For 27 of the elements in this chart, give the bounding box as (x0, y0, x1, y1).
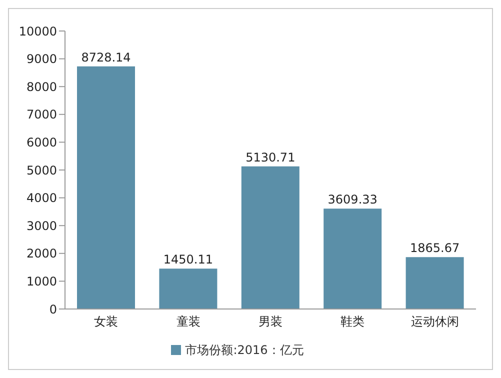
x-tick-label: 女装 (94, 314, 118, 329)
legend-label: 市场份额:2016：亿元 (185, 343, 304, 357)
y-tick-label: 5000 (26, 163, 57, 178)
y-tick-label: 4000 (26, 191, 57, 206)
y-tick-label: 8000 (26, 80, 57, 94)
bar (324, 208, 382, 309)
bar (77, 66, 135, 309)
bar (406, 257, 464, 309)
y-tick-label: 2000 (26, 246, 57, 261)
y-tick-label: 9000 (26, 52, 57, 66)
y-tick-label: 3000 (26, 218, 57, 233)
data-label: 1450.11 (163, 252, 214, 267)
y-tick-label: 1000 (26, 274, 57, 288)
data-label: 5130.71 (246, 150, 296, 164)
x-tick-label: 男装 (258, 314, 282, 329)
x-tick-label: 鞋类 (340, 314, 365, 329)
data-label: 3609.33 (328, 192, 378, 207)
bar (159, 268, 218, 309)
bar (241, 166, 300, 309)
data-label: 8728.14 (81, 50, 131, 64)
y-tick-label: 10000 (18, 24, 57, 38)
x-tick-label: 运动休闲 (410, 314, 459, 329)
y-tick-label: 0 (49, 302, 57, 316)
x-tick-label: 童装 (176, 314, 200, 329)
data-label: 1865.67 (410, 241, 460, 256)
y-tick-label: 7000 (26, 108, 57, 122)
y-tick-label: 6000 (26, 135, 57, 150)
